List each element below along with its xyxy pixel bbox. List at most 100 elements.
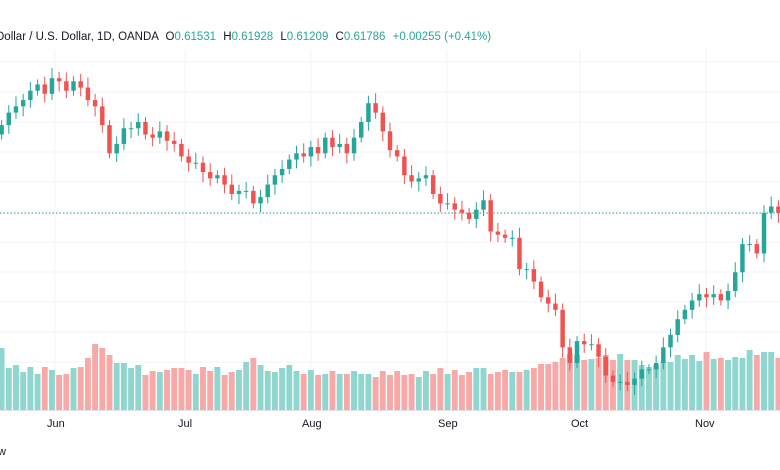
candle[interactable] — [258, 189, 263, 213]
candle[interactable] — [632, 372, 637, 395]
candle[interactable] — [344, 137, 350, 164]
candle[interactable] — [697, 284, 702, 307]
candle[interactable] — [675, 310, 680, 343]
candle[interactable] — [502, 229, 508, 243]
candle[interactable] — [150, 127, 155, 147]
candle[interactable] — [574, 336, 580, 369]
candle[interactable] — [430, 170, 436, 200]
candle[interactable] — [337, 133, 342, 154]
candle[interactable] — [725, 283, 731, 310]
candle[interactable] — [639, 360, 644, 387]
candle[interactable] — [524, 262, 529, 280]
candle[interactable] — [704, 287, 709, 308]
candle[interactable] — [761, 205, 767, 263]
candle[interactable] — [495, 222, 501, 243]
candle[interactable] — [71, 76, 76, 96]
candle[interactable] — [56, 71, 62, 92]
candle[interactable] — [207, 163, 213, 186]
candle[interactable] — [718, 289, 724, 306]
candle[interactable] — [171, 132, 177, 152]
candle[interactable] — [0, 120, 4, 140]
candle[interactable] — [603, 348, 609, 384]
candle[interactable] — [747, 235, 752, 252]
candle[interactable] — [474, 202, 479, 228]
candle[interactable] — [596, 338, 601, 367]
candle[interactable] — [272, 168, 278, 195]
candle[interactable] — [107, 120, 112, 159]
candle[interactable] — [560, 303, 565, 358]
candle[interactable] — [200, 156, 206, 183]
candle[interactable] — [510, 230, 515, 247]
candle[interactable] — [193, 152, 199, 169]
candle[interactable] — [423, 166, 429, 186]
candle[interactable] — [179, 138, 184, 162]
candle[interactable] — [78, 73, 83, 97]
candle[interactable] — [20, 93, 26, 117]
candle[interactable] — [438, 186, 443, 213]
candle[interactable] — [733, 262, 738, 298]
candle[interactable] — [100, 97, 105, 133]
candle[interactable] — [661, 337, 666, 370]
candle[interactable] — [251, 185, 256, 209]
candle[interactable] — [689, 292, 695, 319]
candle[interactable] — [164, 125, 170, 151]
candle[interactable] — [279, 160, 285, 183]
candle[interactable] — [157, 121, 163, 144]
candle[interactable] — [553, 293, 558, 317]
candle[interactable] — [754, 239, 760, 259]
candle[interactable] — [243, 182, 249, 199]
candle[interactable] — [466, 207, 472, 225]
candle[interactable] — [330, 130, 335, 156]
candle[interactable] — [538, 276, 544, 303]
candle[interactable] — [409, 165, 414, 188]
candle[interactable] — [92, 93, 98, 117]
candle[interactable] — [488, 194, 493, 242]
candle[interactable] — [481, 190, 486, 216]
candle[interactable] — [315, 138, 321, 161]
candle[interactable] — [114, 136, 119, 163]
candle[interactable] — [581, 333, 587, 354]
candle[interactable] — [452, 197, 457, 220]
candle[interactable] — [711, 285, 716, 305]
candle[interactable] — [416, 172, 422, 192]
candle[interactable] — [13, 96, 19, 119]
candle[interactable] — [351, 128, 357, 161]
candle[interactable] — [668, 328, 673, 358]
candle[interactable] — [6, 105, 12, 134]
candle[interactable] — [301, 143, 306, 163]
candle[interactable] — [380, 106, 386, 142]
candle[interactable] — [459, 200, 465, 221]
candle[interactable] — [776, 200, 780, 223]
candle[interactable] — [28, 81, 33, 108]
candle[interactable] — [42, 76, 47, 103]
candle[interactable] — [323, 132, 328, 159]
candle[interactable] — [229, 174, 234, 201]
candle[interactable] — [373, 93, 378, 119]
candle[interactable] — [517, 227, 522, 276]
candle[interactable] — [387, 122, 393, 158]
candle[interactable] — [35, 79, 40, 96]
candle[interactable] — [402, 148, 407, 184]
candle[interactable] — [128, 122, 134, 139]
candle[interactable] — [186, 148, 191, 172]
candle[interactable] — [236, 184, 242, 205]
candle[interactable] — [308, 140, 314, 167]
candle[interactable] — [625, 371, 630, 392]
candle[interactable] — [682, 304, 688, 325]
candle[interactable] — [445, 193, 450, 210]
candle[interactable] — [136, 113, 141, 136]
candle[interactable] — [567, 338, 573, 371]
candle[interactable] — [49, 68, 55, 101]
candle[interactable] — [366, 95, 371, 131]
candle[interactable] — [740, 237, 745, 283]
candle[interactable] — [85, 77, 91, 107]
candle[interactable] — [121, 118, 127, 151]
candle[interactable] — [64, 72, 69, 99]
candle[interactable] — [653, 355, 659, 379]
candle[interactable] — [610, 370, 616, 387]
candle[interactable] — [143, 116, 148, 140]
candle[interactable] — [222, 167, 227, 194]
candle[interactable] — [358, 116, 364, 143]
